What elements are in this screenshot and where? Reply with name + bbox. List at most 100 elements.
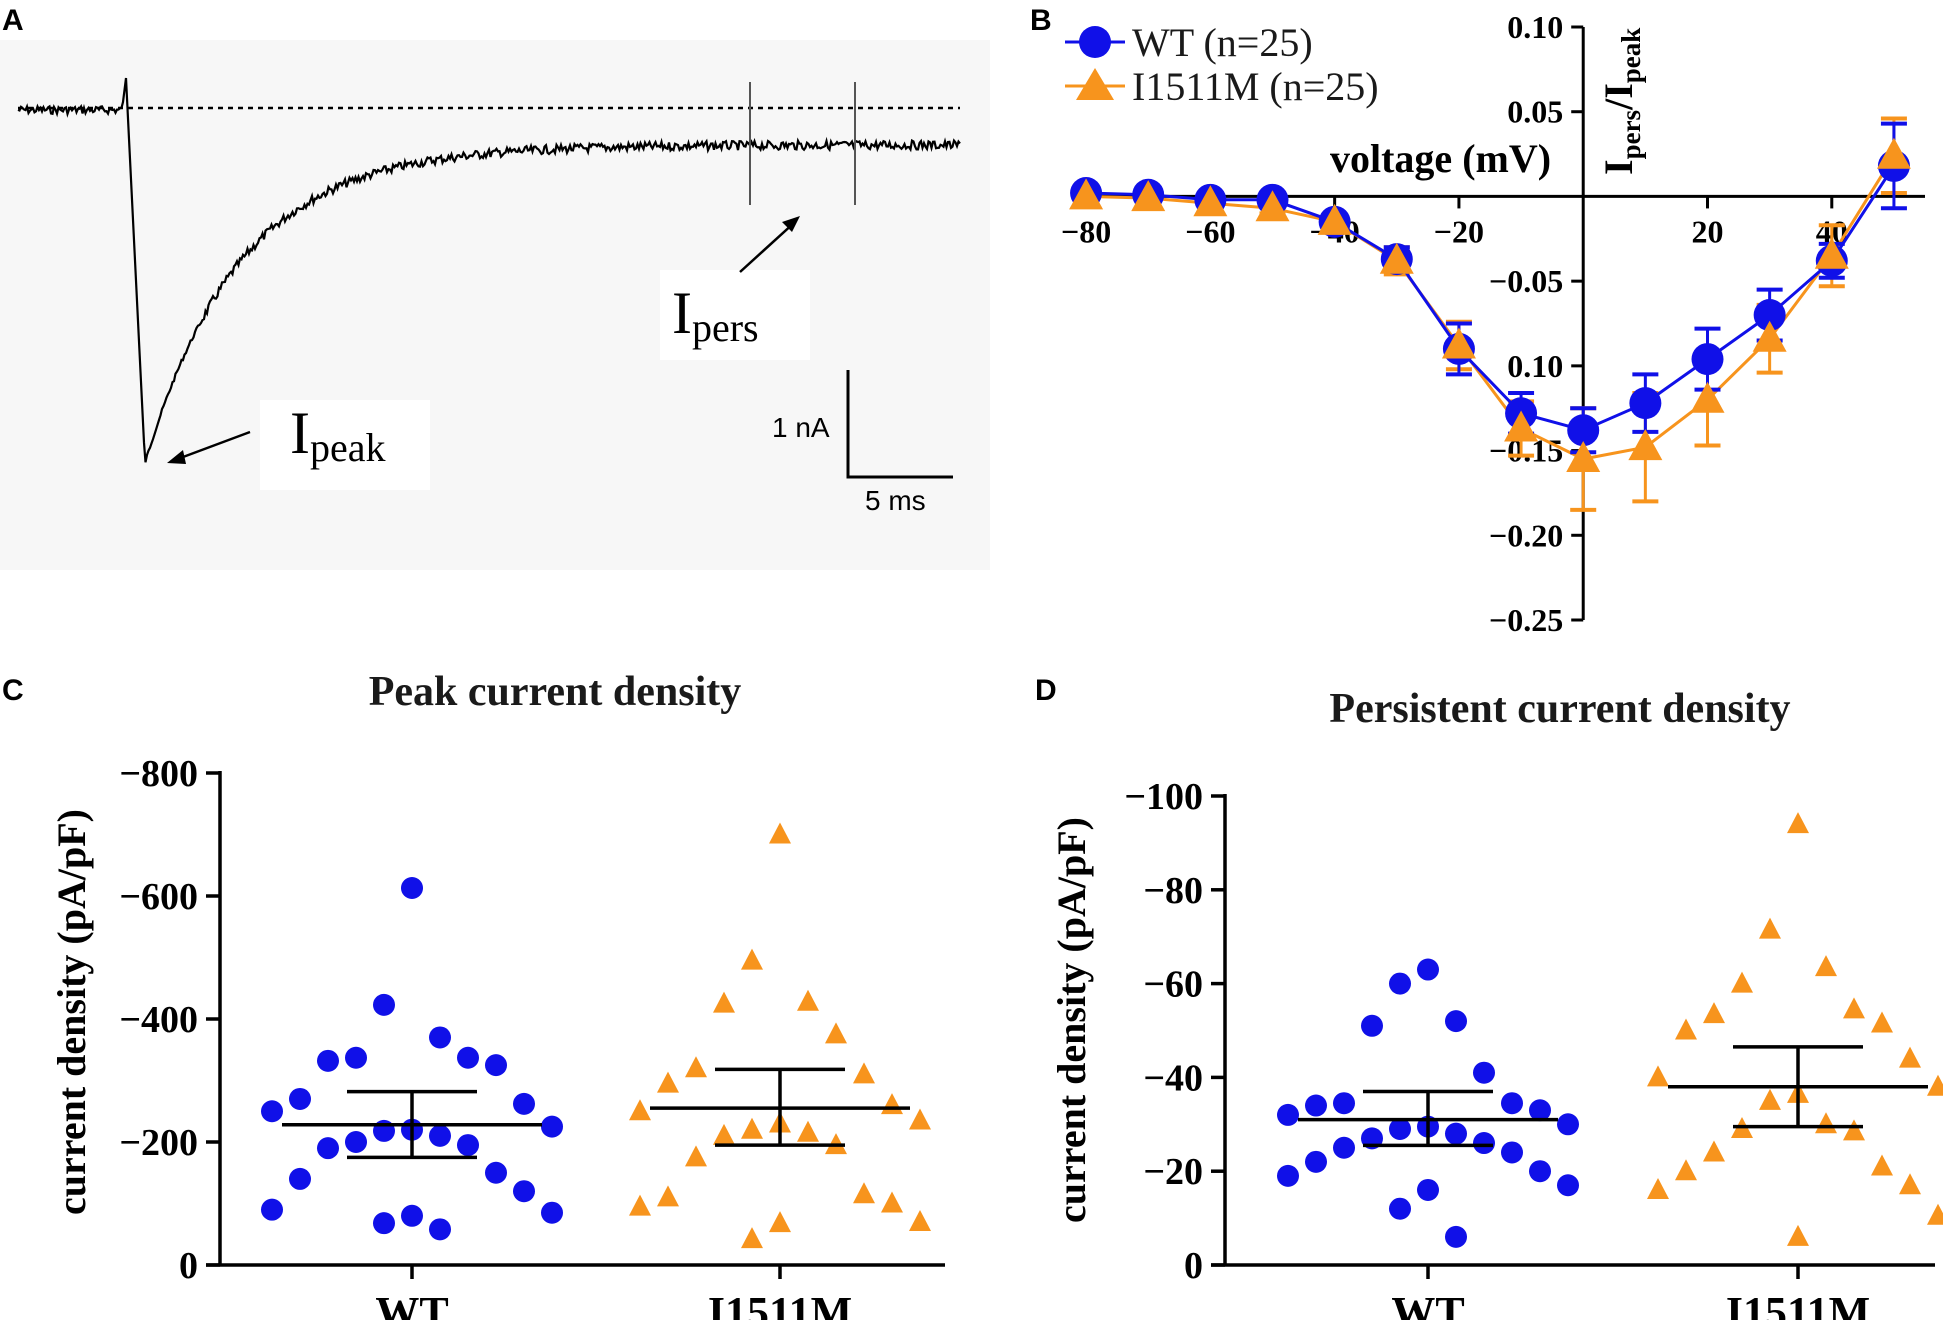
- d-point-mut: [1675, 1159, 1697, 1181]
- b-ylabel-sub1: pers: [1616, 110, 1646, 160]
- c-point-wt: [345, 1131, 367, 1153]
- d-point-wt: [1389, 972, 1411, 995]
- panel-a-background: [0, 40, 990, 570]
- d-point-mut: [1815, 955, 1837, 977]
- b-point-mut: [1628, 429, 1663, 461]
- c-point-mut: [797, 989, 819, 1011]
- d-ytick-label: −100: [1124, 776, 1203, 818]
- b-point-mut: [1069, 178, 1104, 210]
- c-point-wt: [317, 1137, 339, 1160]
- c-point-wt: [261, 1100, 283, 1123]
- d-point-wt: [1473, 1132, 1495, 1155]
- c-point-wt: [317, 1049, 339, 1072]
- d-point-mut: [1647, 1177, 1669, 1199]
- b-ytick-label: 0.05: [1507, 94, 1563, 130]
- c-point-mut: [909, 1209, 931, 1231]
- d-point-wt: [1361, 1014, 1383, 1037]
- c-ytick-label: −600: [119, 876, 198, 918]
- peak-label-sub: peak: [310, 425, 386, 470]
- c-point-mut: [713, 991, 735, 1013]
- pers-label-main: I: [672, 280, 692, 346]
- c-point-mut: [909, 1108, 931, 1130]
- d-ytick-label: −40: [1143, 1057, 1203, 1099]
- d-point-wt: [1501, 1092, 1523, 1115]
- d-ytick-label: 0: [1184, 1245, 1203, 1287]
- c-category-label: WT: [375, 1288, 448, 1320]
- c-point-mut: [741, 948, 763, 970]
- panel-a: A Ipers Ipeak 1 nA 5 ms: [0, 4, 990, 570]
- b-point-mut: [1193, 185, 1228, 217]
- c-ytick-label: 0: [179, 1245, 198, 1287]
- pers-arrow: [739, 221, 796, 273]
- d-point-mut: [1787, 812, 1809, 834]
- d-point-wt: [1333, 1136, 1355, 1159]
- d-point-wt: [1305, 1150, 1327, 1173]
- d-point-mut: [1759, 917, 1781, 939]
- c-point-mut: [741, 1227, 763, 1249]
- c-title: Peak current density: [369, 669, 742, 715]
- c-point-wt: [541, 1115, 563, 1138]
- d-category-label: WT: [1391, 1288, 1464, 1320]
- legend-mut-label: I1511M (n=25): [1132, 64, 1379, 109]
- b-ytick-label: −0.20: [1489, 517, 1563, 553]
- b-point-mut: [1441, 327, 1476, 359]
- b-xtick-label: −20: [1434, 213, 1484, 249]
- d-point-wt: [1445, 1122, 1467, 1145]
- d-ytick-label: −60: [1143, 964, 1203, 1006]
- current-trace: [17, 77, 961, 463]
- d-title: Persistent current density: [1329, 686, 1790, 732]
- d-point-mut: [1899, 1173, 1921, 1195]
- c-point-wt: [401, 877, 423, 900]
- peak-arrowhead: [167, 450, 186, 464]
- panel-c-plot: 0 −200 −400 −600 −800 WT I1511M: [119, 753, 945, 1320]
- c-point-mut: [657, 1071, 679, 1093]
- d-point-mut: [1787, 1224, 1809, 1246]
- c-point-mut: [741, 1117, 763, 1139]
- scale-current-label: 1 nA: [772, 412, 830, 443]
- c-point-wt: [485, 1054, 507, 1077]
- b-point-mut: [1752, 320, 1787, 352]
- panel-b-data: [1069, 116, 1911, 512]
- b-ytick-label: 0.10: [1507, 9, 1563, 45]
- b-point-mut: [1255, 190, 1290, 222]
- c-point-wt: [289, 1087, 311, 1110]
- c-point-wt: [457, 1046, 479, 1069]
- b-xlabel: voltage (mV): [1330, 136, 1551, 181]
- d-point-mut: [1927, 1203, 1943, 1225]
- b-point-mut: [1317, 203, 1352, 235]
- c-point-mut: [853, 1062, 875, 1084]
- d-point-wt: [1277, 1164, 1299, 1187]
- c-ytick-label: −400: [119, 999, 198, 1041]
- d-point-wt: [1333, 1092, 1355, 1115]
- b-xtick-label: −80: [1061, 213, 1111, 249]
- d-point-mut: [1675, 1018, 1697, 1040]
- c-category-label: I1511M: [708, 1288, 852, 1320]
- b-point-wt: [1629, 387, 1662, 420]
- c-point-mut: [881, 1093, 903, 1115]
- peak-arrow: [174, 430, 251, 462]
- c-point-wt: [541, 1201, 563, 1224]
- c-point-mut: [881, 1191, 903, 1213]
- b-point-mut: [1814, 237, 1849, 269]
- c-point-mut: [657, 1185, 679, 1207]
- d-point-wt: [1529, 1099, 1551, 1122]
- c-point-wt: [373, 993, 395, 1016]
- peak-label: Ipeak: [290, 400, 386, 470]
- scale-time-label: 5 ms: [865, 485, 926, 516]
- panel-a-label: A: [2, 4, 24, 37]
- panel-d-plot: 0 −20 −40 −60 −80 −100 WT I1511M: [1124, 776, 1943, 1320]
- d-category-label: I1511M: [1726, 1288, 1870, 1320]
- b-ylabel-sub2: peak: [1616, 28, 1646, 84]
- d-point-wt: [1389, 1197, 1411, 1220]
- d-point-mut: [1843, 1119, 1865, 1141]
- peak-label-main: I: [290, 400, 310, 466]
- d-ytick-label: −20: [1143, 1151, 1203, 1193]
- pers-arrowhead: [782, 216, 800, 232]
- d-point-mut: [1871, 1154, 1893, 1176]
- panel-b-legend: WT (n=25) I1511M (n=25): [1065, 20, 1379, 109]
- c-point-mut: [769, 822, 791, 844]
- d-point-mut: [1703, 1002, 1725, 1024]
- d-point-mut: [1703, 1140, 1725, 1162]
- d-point-mut: [1759, 1088, 1781, 1110]
